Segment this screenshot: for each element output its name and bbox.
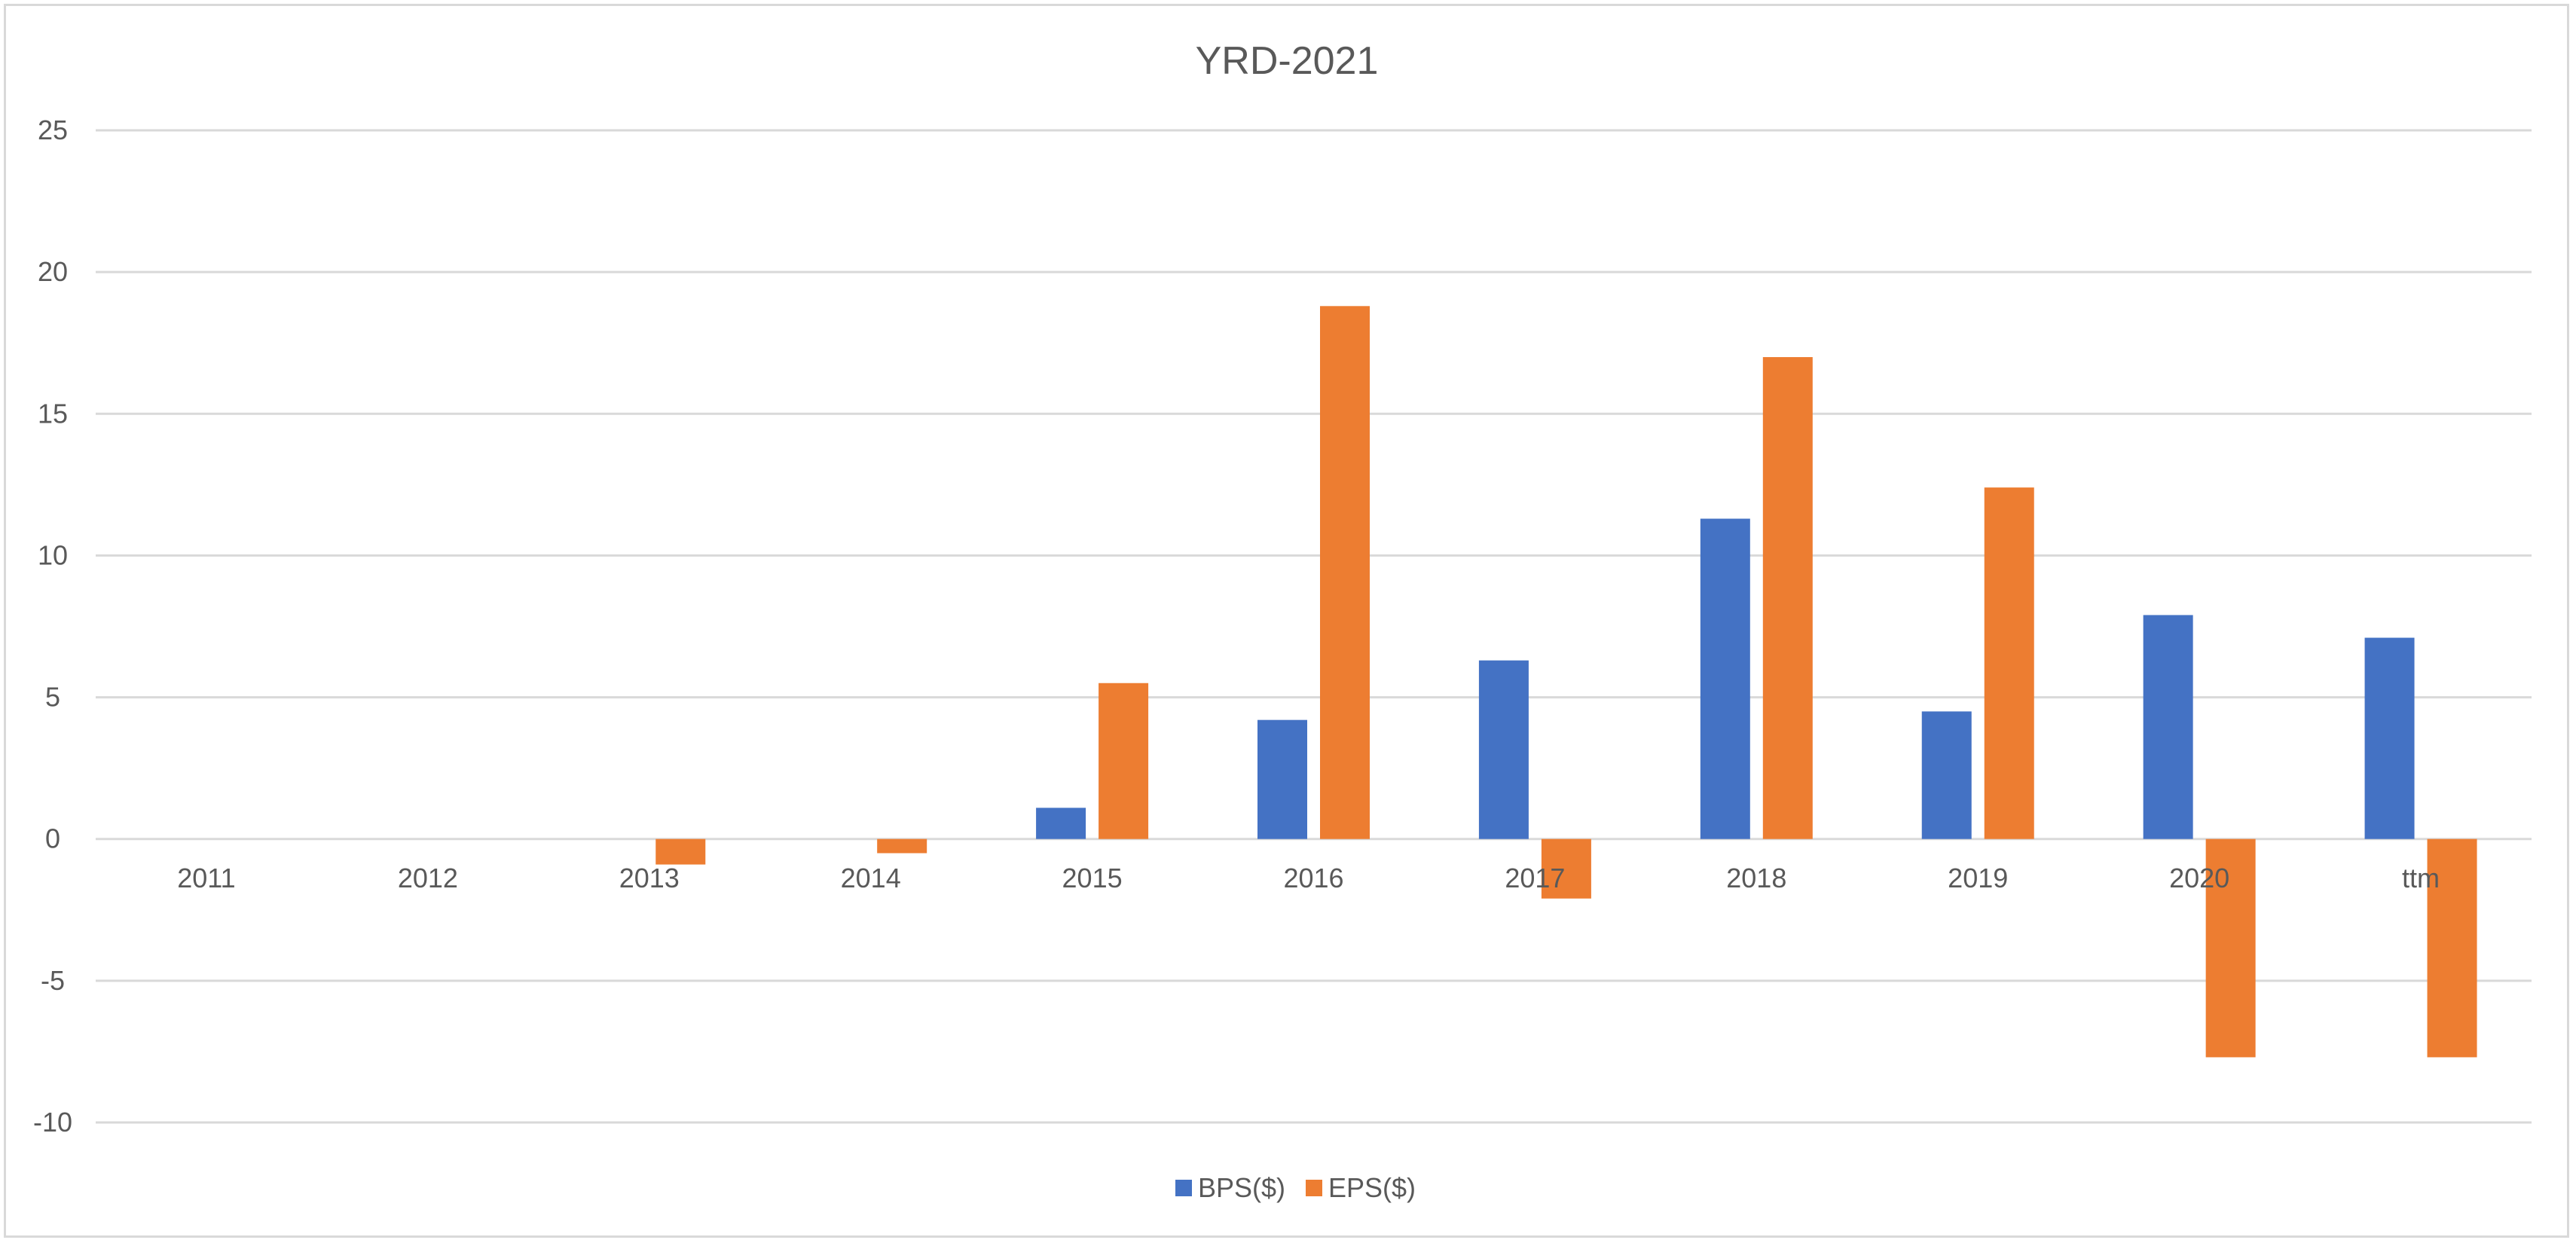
chart-title: YRD-2021 bbox=[1196, 39, 1379, 83]
bar-eps-2019 bbox=[1984, 487, 2034, 839]
x-tick-label: ttm bbox=[2402, 863, 2440, 893]
x-tick-label: 2016 bbox=[1283, 863, 1343, 893]
legend-label-bps: BPS($) bbox=[1198, 1172, 1285, 1203]
x-tick-label: 2013 bbox=[619, 863, 680, 893]
x-tick-label: 2012 bbox=[398, 863, 458, 893]
y-tick-label: 5 bbox=[45, 682, 60, 713]
y-tick-label: 0 bbox=[45, 823, 60, 854]
bar-bps-2018 bbox=[1700, 518, 1750, 839]
bars bbox=[655, 306, 2477, 1058]
bar-bps-2015 bbox=[1036, 808, 1086, 839]
bar-bps-2017 bbox=[1478, 660, 1529, 839]
x-tick-label: 2020 bbox=[2169, 863, 2229, 893]
y-tick-label: 25 bbox=[38, 115, 68, 145]
x-tick-label: 2015 bbox=[1062, 863, 1123, 893]
bar-eps-2015 bbox=[1099, 683, 1149, 839]
y-axis-ticks: 25 20 15 10 5 0 -5 -10 bbox=[33, 115, 72, 1138]
chart-frame bbox=[4, 4, 2569, 1238]
bar-bps-ttm bbox=[2364, 637, 2415, 839]
legend-swatch-bps bbox=[1175, 1180, 1192, 1196]
legend: BPS($) EPS($) bbox=[1175, 1172, 1416, 1203]
bar-bps-2016 bbox=[1257, 719, 1307, 839]
x-tick-label: 2011 bbox=[177, 863, 235, 893]
x-tick-label: 2019 bbox=[1948, 863, 2008, 893]
x-tick-label: 2018 bbox=[1726, 863, 1786, 893]
y-tick-label: -10 bbox=[33, 1107, 72, 1138]
x-tick-label: 2017 bbox=[1505, 863, 1565, 893]
y-tick-label: 10 bbox=[38, 539, 68, 570]
legend-swatch-eps bbox=[1306, 1180, 1322, 1196]
bar-bps-2019 bbox=[1921, 711, 1972, 839]
x-tick-label: 2014 bbox=[841, 863, 901, 893]
bar-eps-2014 bbox=[877, 838, 927, 854]
bar-eps-2017 bbox=[1541, 838, 1591, 899]
bar-bps-2020 bbox=[2143, 615, 2193, 839]
legend-label-eps: EPS($) bbox=[1328, 1172, 1416, 1203]
bar-eps-2020 bbox=[2205, 838, 2256, 1058]
y-tick-label: 15 bbox=[38, 398, 68, 429]
bar-eps-ttm bbox=[2427, 838, 2477, 1058]
bar-eps-2016 bbox=[1320, 306, 1370, 839]
gridlines bbox=[96, 129, 2532, 1124]
y-tick-label: -5 bbox=[41, 965, 65, 996]
bar-eps-2013 bbox=[655, 838, 706, 865]
bar-eps-2018 bbox=[1762, 357, 1813, 839]
x-axis-ticks: 2011 2012 2013 2014 2015 2016 2017 2018 2019 2020… bbox=[177, 863, 2440, 893]
y-tick-label: 20 bbox=[38, 256, 68, 287]
